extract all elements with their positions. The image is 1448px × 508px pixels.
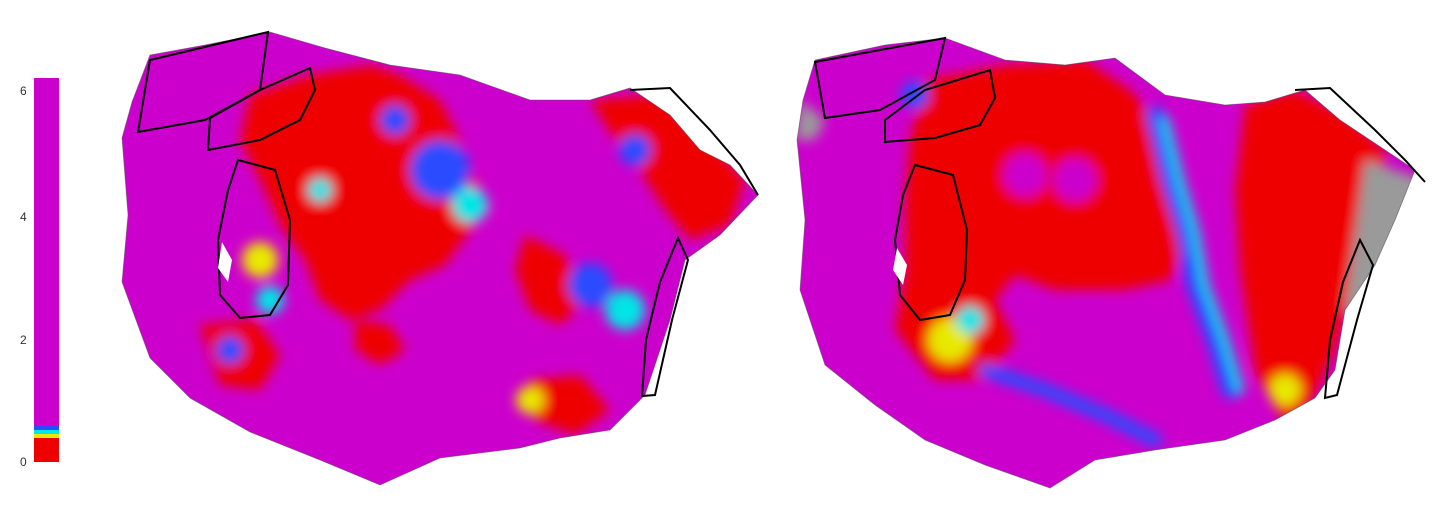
colorbar-tick-0: 0	[20, 455, 27, 469]
colorbar-cyan-segment	[34, 430, 59, 434]
left-vein-outline-4	[640, 235, 690, 398]
right-map-outline	[796, 37, 1416, 489]
colorbar-red-segment	[34, 438, 59, 462]
left-vein-outline-3	[216, 158, 292, 320]
right-vein-outline-1	[813, 36, 947, 120]
left-atrial-map	[121, 30, 759, 486]
colorbar-yellow-segment	[34, 434, 59, 438]
colorbar-tick-6: 6	[20, 84, 27, 98]
left-map-outline	[121, 31, 759, 486]
colorbar-blue-segment	[34, 425, 59, 430]
colorbar	[34, 78, 59, 462]
right-atrial-map	[796, 36, 1426, 489]
left-mitral-outline	[629, 86, 759, 196]
colorbar-tick-2: 2	[20, 333, 27, 347]
left-vein-outline-2	[206, 66, 317, 152]
right-hole	[893, 248, 907, 285]
right-vein-outline-2	[884, 68, 997, 144]
left-hole	[218, 242, 232, 282]
right-vein-outline-3	[893, 163, 969, 322]
colorbar-magenta-segment	[34, 78, 59, 425]
right-vein-outline-4	[1323, 237, 1375, 400]
right-mitral-outline	[1294, 86, 1426, 183]
colorbar-tick-4: 4	[20, 210, 27, 224]
